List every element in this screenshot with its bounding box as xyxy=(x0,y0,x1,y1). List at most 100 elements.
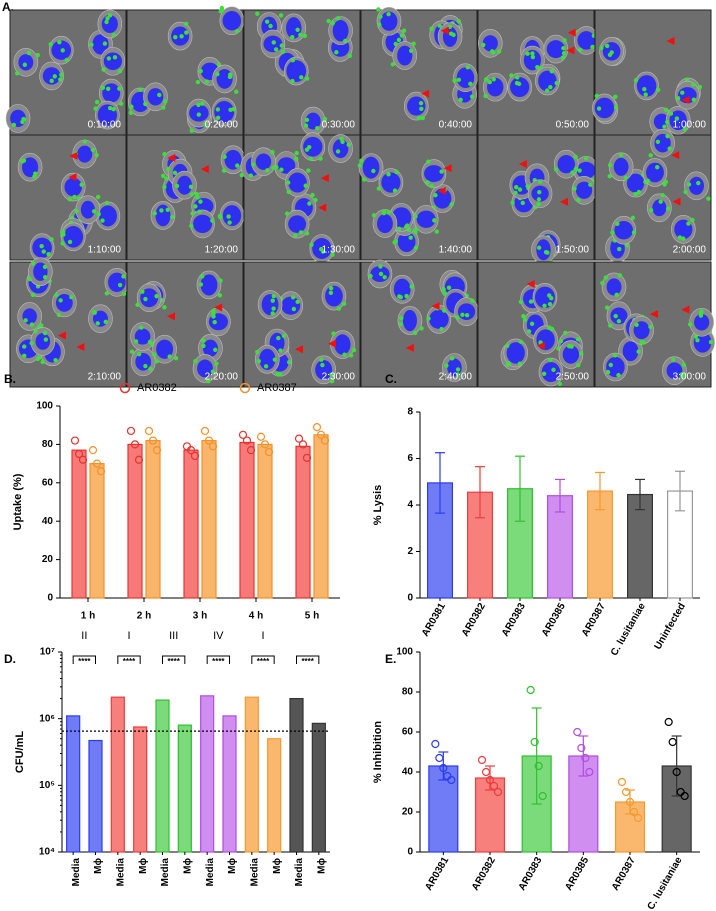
data-point xyxy=(481,767,491,777)
nucleus xyxy=(259,348,276,370)
arrow xyxy=(681,305,690,314)
yeast xyxy=(29,322,35,327)
yeast xyxy=(290,78,295,84)
yeast xyxy=(329,378,335,384)
yeast xyxy=(448,31,454,36)
yeast xyxy=(42,330,48,336)
yeast xyxy=(204,79,210,84)
yeast xyxy=(470,298,475,303)
nucleus xyxy=(429,309,449,329)
yeast xyxy=(605,369,611,375)
data-point xyxy=(585,767,594,777)
yeast xyxy=(157,92,162,98)
y-tick-label: 10⁴ xyxy=(39,847,55,858)
yeast xyxy=(630,215,636,221)
nucleus xyxy=(482,35,498,52)
yeast xyxy=(295,299,300,305)
nucleus xyxy=(652,199,667,217)
yeast xyxy=(303,123,309,128)
yeast xyxy=(596,106,602,111)
yeast xyxy=(514,184,519,190)
yeast xyxy=(397,226,402,232)
group-label: I xyxy=(127,630,130,642)
yeast xyxy=(331,331,336,336)
yeast xyxy=(163,99,168,104)
yeast xyxy=(342,352,347,357)
yeast xyxy=(174,183,180,189)
bar xyxy=(295,445,311,599)
yeast xyxy=(505,343,510,348)
yeast xyxy=(79,182,84,187)
x-tick-label: 3 h xyxy=(193,611,207,622)
yeast xyxy=(530,54,536,60)
nucleus xyxy=(202,339,218,357)
yeast xyxy=(675,95,681,101)
yeast xyxy=(213,347,218,352)
yeast xyxy=(419,326,424,331)
nucleus xyxy=(536,239,551,261)
yeast xyxy=(330,252,335,257)
y-axis-label: % Inhibition xyxy=(372,721,384,784)
yeast xyxy=(255,11,260,16)
y-tick-label: 6 xyxy=(407,453,413,464)
yeast xyxy=(270,149,275,155)
y-tick-label: 2 xyxy=(407,546,413,557)
yeast xyxy=(193,358,198,364)
yeast xyxy=(194,191,199,197)
yeast xyxy=(404,224,409,230)
data-point xyxy=(78,455,88,464)
nucleus xyxy=(402,309,417,332)
yeast xyxy=(281,333,287,339)
yeast xyxy=(547,293,552,298)
nucleus xyxy=(576,161,596,179)
significance-label: **** xyxy=(257,657,270,666)
yeast xyxy=(170,214,175,220)
data-point xyxy=(538,791,547,801)
nucleus xyxy=(108,272,126,292)
yeast xyxy=(665,133,670,139)
yeast xyxy=(520,200,525,206)
yeast xyxy=(214,361,219,366)
microscopy: 0:10:00 0:20:00 0:30:00 0:40:00 0:50:00 1:00:… xyxy=(5,5,715,388)
yeast xyxy=(143,296,148,302)
yeast xyxy=(455,315,460,320)
yeast xyxy=(636,349,641,354)
yeast xyxy=(381,210,387,216)
yeast xyxy=(322,116,328,122)
tile xyxy=(360,134,478,261)
yeast xyxy=(285,180,291,185)
yeast xyxy=(235,28,240,34)
yeast xyxy=(101,67,106,72)
yeast xyxy=(29,340,34,346)
yeast xyxy=(129,104,134,109)
nucleus xyxy=(376,213,393,234)
yeast xyxy=(33,329,38,334)
arrow xyxy=(567,28,576,37)
yeast xyxy=(536,202,541,207)
yeast xyxy=(334,50,339,55)
nucleus xyxy=(646,162,664,183)
yeast xyxy=(210,369,216,374)
y-axis-label: CFU/mL xyxy=(14,731,26,773)
nucleus xyxy=(457,303,476,320)
yeast xyxy=(663,179,669,185)
nucleus xyxy=(606,278,622,296)
yeast xyxy=(328,290,334,296)
nucleus xyxy=(626,173,645,193)
yeast xyxy=(357,163,363,168)
yeast xyxy=(41,249,46,254)
yeast xyxy=(600,280,605,286)
y-tick-label: 10⁶ xyxy=(39,713,55,724)
timestamp: 1:40:00 xyxy=(439,245,473,256)
yeast xyxy=(215,115,221,121)
nucleus xyxy=(610,307,628,325)
yeast xyxy=(444,363,449,368)
yeast xyxy=(518,299,524,305)
yeast xyxy=(558,338,564,344)
yeast xyxy=(487,79,493,85)
bar xyxy=(222,715,237,853)
yeast xyxy=(679,372,684,377)
yeast xyxy=(309,242,314,248)
yeast xyxy=(691,82,696,87)
yeast xyxy=(277,372,283,377)
